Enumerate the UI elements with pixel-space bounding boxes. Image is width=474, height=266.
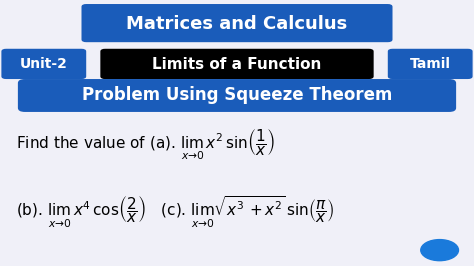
- FancyBboxPatch shape: [1, 49, 86, 79]
- Text: (b). $\lim_{x\to 0}\, x^4\cos\!\left(\dfrac{2}{x}\right)$   (c). $\lim_{x\to 0}\: (b). $\lim_{x\to 0}\, x^4\cos\!\left(\df…: [16, 194, 334, 230]
- FancyBboxPatch shape: [388, 49, 473, 79]
- Circle shape: [421, 240, 458, 261]
- Text: Matrices and Calculus: Matrices and Calculus: [127, 15, 347, 33]
- FancyBboxPatch shape: [18, 79, 456, 112]
- Text: Unit-2: Unit-2: [20, 57, 68, 71]
- FancyBboxPatch shape: [82, 4, 392, 42]
- Text: Find the value of (a). $\lim_{x\to 0}\, x^2\sin\!\left(\dfrac{1}{x}\right)$: Find the value of (a). $\lim_{x\to 0}\, …: [16, 128, 275, 162]
- Text: Problem Using Squeeze Theorem: Problem Using Squeeze Theorem: [82, 86, 392, 104]
- FancyBboxPatch shape: [100, 49, 374, 79]
- Text: Limits of a Function: Limits of a Function: [152, 57, 322, 72]
- Text: Tamil: Tamil: [410, 57, 451, 71]
